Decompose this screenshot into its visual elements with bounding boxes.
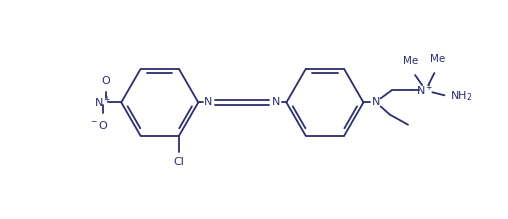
Text: N: N xyxy=(272,97,280,107)
Text: O: O xyxy=(102,76,110,86)
Text: Me: Me xyxy=(403,56,419,66)
Text: NH$_2$: NH$_2$ xyxy=(450,89,472,103)
Text: Me: Me xyxy=(430,54,445,64)
Text: N$^+$: N$^+$ xyxy=(93,95,111,110)
Text: N: N xyxy=(371,97,380,107)
Text: Cl: Cl xyxy=(174,157,184,167)
Text: N$^+$: N$^+$ xyxy=(417,83,434,98)
Text: N: N xyxy=(204,97,212,107)
Text: $^-$O: $^-$O xyxy=(89,119,109,131)
